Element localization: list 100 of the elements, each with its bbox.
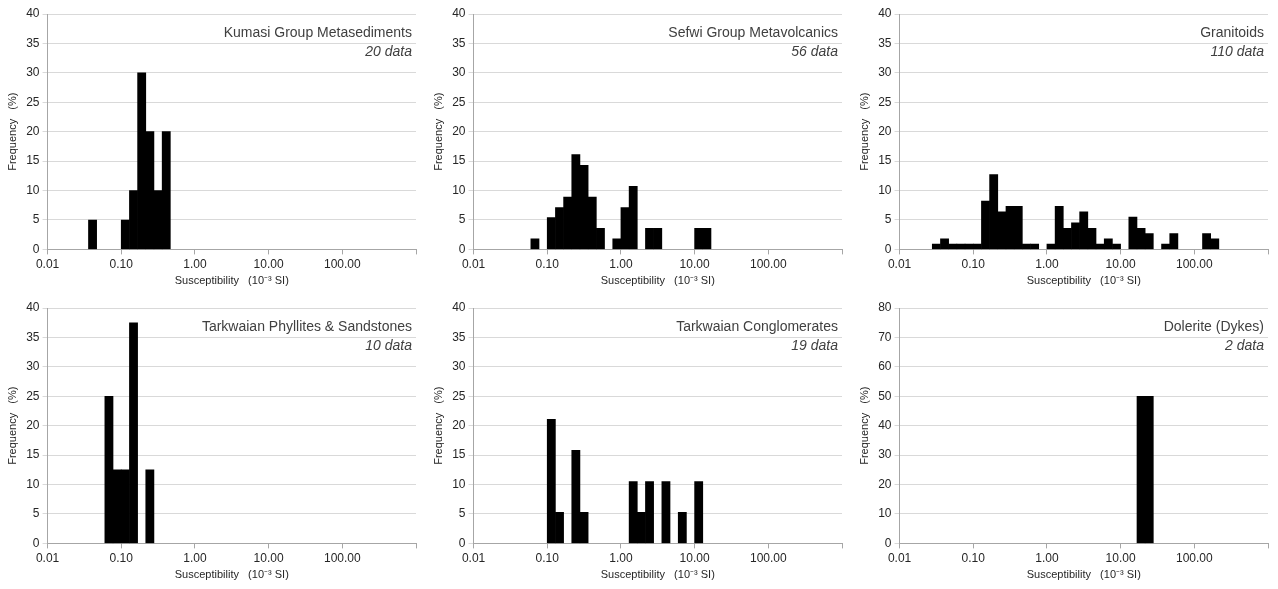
y-tick-label: 15 xyxy=(26,447,40,462)
y-axis-title: Frequency (%) xyxy=(431,92,444,171)
y-tick-label: 5 xyxy=(884,212,892,227)
y-tick-label: 40 xyxy=(878,418,892,433)
y-tick-label: 0 xyxy=(32,535,40,550)
y-tick-label: 10 xyxy=(878,506,892,521)
y-tick-label: 50 xyxy=(878,388,892,403)
y-tick-label: 25 xyxy=(452,94,466,109)
x-tick-label: 100.00 xyxy=(749,550,787,565)
annotation: 2 data xyxy=(1224,336,1265,353)
y-tick-label: 25 xyxy=(878,94,892,109)
annotation: Granitoids xyxy=(1200,23,1264,40)
y-tick-label: 35 xyxy=(26,35,40,50)
y-tick-label: 15 xyxy=(26,153,40,168)
y-tick-label: 30 xyxy=(452,65,466,80)
x-tick-label: 100.00 xyxy=(1175,550,1213,565)
y-tick-label: 35 xyxy=(878,35,892,50)
y-tick-label: 25 xyxy=(26,94,40,109)
x-tick-label: 1.00 xyxy=(183,256,207,271)
x-tick-label: 10.00 xyxy=(679,256,710,271)
y-tick-label: 0 xyxy=(884,535,892,550)
y-tick-label: 15 xyxy=(878,153,892,168)
x-axis-title: Susceptibility (10⁻³ SI) xyxy=(1026,274,1141,287)
y-tick-label: 10 xyxy=(26,476,40,491)
y-tick-label: 40 xyxy=(878,6,892,21)
y-tick-label: 40 xyxy=(452,300,466,315)
y-tick-label: 25 xyxy=(26,388,40,403)
x-tick-label: 100.00 xyxy=(323,256,361,271)
y-tick-label: 0 xyxy=(458,241,466,256)
x-tick-label: 100.00 xyxy=(749,256,787,271)
y-tick-label: 35 xyxy=(26,329,40,344)
x-tick-label: 10.00 xyxy=(679,550,710,565)
y-tick-label: 5 xyxy=(458,506,466,521)
y-tick-label: 20 xyxy=(878,476,892,491)
x-tick-label: 0.01 xyxy=(35,256,60,271)
x-tick-label: 0.10 xyxy=(535,550,560,565)
x-axis-title: Susceptibility (10⁻³ SI) xyxy=(174,568,289,581)
y-tick-label: 5 xyxy=(458,212,466,227)
x-tick-label: 100.00 xyxy=(323,550,361,565)
y-tick-label: 30 xyxy=(26,65,40,80)
y-tick-label: 15 xyxy=(452,153,466,168)
annotation: Tarkwaian Phyllites & Sandstones xyxy=(201,317,412,334)
x-axis-title: Susceptibility (10⁻³ SI) xyxy=(600,274,715,287)
x-tick-label: 1.00 xyxy=(1035,256,1059,271)
x-tick-label: 0.10 xyxy=(109,550,134,565)
x-axis-title: Susceptibility (10⁻³ SI) xyxy=(1026,568,1141,581)
y-tick-label: 30 xyxy=(878,447,892,462)
x-tick-label: 1.00 xyxy=(183,550,207,565)
annotation: Kumasi Group Metasediments xyxy=(223,23,412,40)
x-tick-label: 0.01 xyxy=(35,550,60,565)
x-tick-label: 0.10 xyxy=(109,256,134,271)
y-tick-label: 15 xyxy=(452,447,466,462)
y-tick-label: 10 xyxy=(452,182,466,197)
y-tick-label: 10 xyxy=(452,476,466,491)
annotation: 20 data xyxy=(364,42,413,59)
y-tick-label: 0 xyxy=(884,241,892,256)
x-tick-label: 10.00 xyxy=(253,256,284,271)
y-tick-label: 0 xyxy=(458,535,466,550)
y-tick-label: 30 xyxy=(26,359,40,374)
y-tick-label: 5 xyxy=(32,212,40,227)
y-tick-label: 0 xyxy=(32,241,40,256)
x-axis-title: Susceptibility (10⁻³ SI) xyxy=(174,274,289,287)
y-axis-title: Frequency (%) xyxy=(431,386,444,465)
y-tick-label: 30 xyxy=(878,65,892,80)
y-tick-label: 25 xyxy=(452,388,466,403)
x-tick-label: 1.00 xyxy=(609,256,633,271)
y-tick-label: 5 xyxy=(32,506,40,521)
x-axis-title: Susceptibility (10⁻³ SI) xyxy=(600,568,715,581)
y-tick-label: 35 xyxy=(452,35,466,50)
y-tick-label: 40 xyxy=(26,300,40,315)
x-tick-label: 0.01 xyxy=(461,256,486,271)
x-tick-label: 10.00 xyxy=(1105,550,1136,565)
annotation: Dolerite (Dykes) xyxy=(1163,317,1264,334)
y-tick-label: 20 xyxy=(26,124,40,139)
y-tick-label: 20 xyxy=(26,418,40,433)
y-axis-title: Frequency (%) xyxy=(857,386,870,465)
x-tick-label: 1.00 xyxy=(609,550,633,565)
y-tick-label: 80 xyxy=(878,300,892,315)
y-tick-label: 20 xyxy=(878,124,892,139)
y-axis-title: Frequency (%) xyxy=(857,92,870,171)
y-axis-title: Frequency (%) xyxy=(5,92,18,171)
y-tick-label: 10 xyxy=(26,182,40,197)
x-tick-label: 10.00 xyxy=(1105,256,1136,271)
y-tick-label: 20 xyxy=(452,124,466,139)
annotation: Sefwi Group Metavolcanics xyxy=(668,23,838,40)
x-tick-label: 100.00 xyxy=(1175,256,1213,271)
x-tick-label: 0.01 xyxy=(461,550,486,565)
y-tick-label: 70 xyxy=(878,329,892,344)
y-tick-label: 40 xyxy=(452,6,466,21)
x-tick-label: 0.01 xyxy=(887,550,912,565)
y-tick-label: 60 xyxy=(878,359,892,374)
y-tick-label: 35 xyxy=(452,329,466,344)
x-tick-label: 10.00 xyxy=(253,550,284,565)
y-tick-label: 30 xyxy=(452,359,466,374)
x-tick-label: 0.10 xyxy=(961,550,986,565)
x-tick-label: 0.01 xyxy=(887,256,912,271)
annotation: 10 data xyxy=(365,336,413,353)
y-tick-label: 20 xyxy=(452,418,466,433)
x-tick-label: 1.00 xyxy=(1035,550,1059,565)
x-tick-label: 0.10 xyxy=(535,256,560,271)
